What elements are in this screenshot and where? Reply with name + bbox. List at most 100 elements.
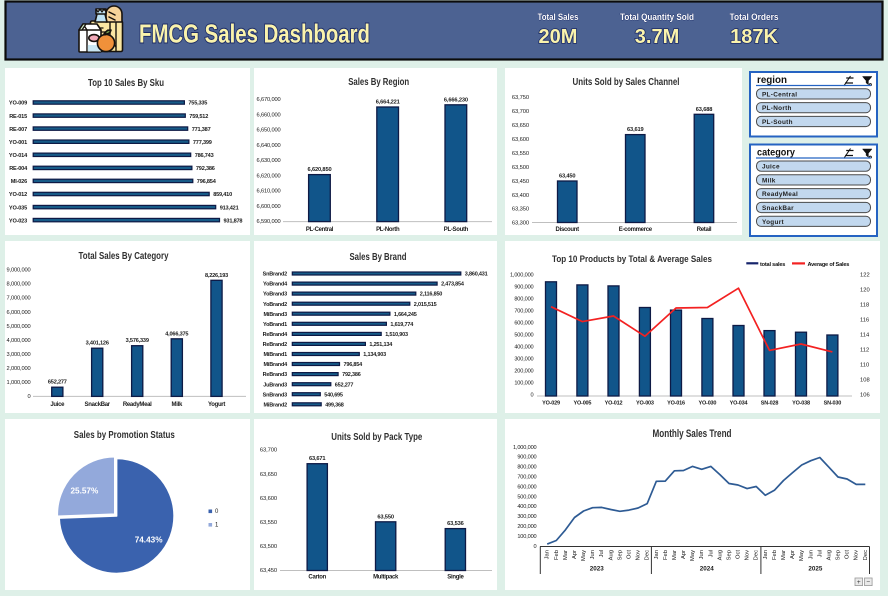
svg-text:0: 0 [534,544,537,550]
svg-text:Sep: Sep [617,550,623,560]
svg-text:74.43%: 74.43% [135,536,163,545]
svg-text:Total Orders: Total Orders [730,12,779,23]
svg-text:6,640,000: 6,640,000 [257,143,281,149]
svg-text:63,536: 63,536 [447,521,464,527]
svg-text:ReBrand4: ReBrand4 [263,332,289,338]
svg-text:63,671: 63,671 [309,456,326,462]
svg-text:PL-South: PL-South [762,119,793,126]
svg-text:777,399: 777,399 [193,140,212,146]
svg-text:800,000: 800,000 [514,296,533,302]
svg-text:300,000: 300,000 [514,356,533,362]
svg-text:ReBrand3: ReBrand3 [263,372,288,378]
svg-text:Jun: Jun [808,550,814,559]
svg-text:796,854: 796,854 [344,362,364,368]
svg-text:YO-012: YO-012 [605,401,623,407]
svg-text:200,000: 200,000 [517,524,536,530]
svg-text:1,000,000: 1,000,000 [513,445,537,451]
svg-text:Yogurt: Yogurt [208,402,225,408]
svg-text:Dec: Dec [754,550,760,560]
svg-text:6,600,000: 6,600,000 [257,204,281,210]
svg-text:112: 112 [860,347,869,353]
svg-text:500,000: 500,000 [514,332,533,338]
svg-text:May: May [799,550,805,561]
svg-text:3,000,000: 3,000,000 [7,352,31,358]
svg-text:Apr: Apr [790,550,796,559]
svg-text:PL-North: PL-North [376,227,400,233]
svg-text:Milk: Milk [172,402,183,408]
svg-text:Nov: Nov [854,550,860,560]
svg-text:Carton: Carton [308,575,326,581]
svg-text:700,000: 700,000 [514,308,533,314]
svg-text:YO-001: YO-001 [9,140,27,146]
svg-text:Mar: Mar [672,550,678,560]
svg-text:YO-035: YO-035 [9,205,27,211]
svg-text:63,750: 63,750 [512,95,529,101]
svg-text:187K: 187K [730,26,778,48]
svg-text:ReadyMeal: ReadyMeal [123,402,152,408]
svg-text:3.7M: 3.7M [635,26,679,48]
svg-text:total sales: total sales [760,262,785,268]
svg-text:Total Quantity Sold: Total Quantity Sold [620,12,694,23]
svg-text:Aug: Aug [717,550,723,560]
svg-text:2023: 2023 [590,566,605,573]
svg-text:2,473,854: 2,473,854 [441,282,465,288]
svg-text:ReBrand2: ReBrand2 [263,342,288,348]
svg-text:20M: 20M [539,26,578,48]
svg-text:63,650: 63,650 [512,123,529,129]
svg-text:6,620,850: 6,620,850 [308,167,332,173]
svg-text:−: − [866,579,870,586]
svg-text:792,386: 792,386 [342,372,361,378]
svg-text:755,335: 755,335 [188,101,207,107]
svg-text:PL-North: PL-North [762,105,792,112]
svg-text:759,512: 759,512 [189,114,208,120]
svg-text:63,300: 63,300 [512,221,529,227]
svg-text:Average of Sales: Average of Sales [808,262,850,268]
svg-text:6,630,000: 6,630,000 [257,158,281,164]
svg-text:YoBrand1: YoBrand1 [263,322,287,328]
svg-text:Sales By Brand: Sales By Brand [350,251,407,263]
svg-text:859,410: 859,410 [213,192,232,198]
svg-text:Feb: Feb [772,550,778,560]
svg-text:Monthly Sales Trend: Monthly Sales Trend [653,428,732,440]
svg-text:Feb: Feb [663,550,669,560]
svg-text:May: May [690,550,696,561]
svg-text:SnBrand2: SnBrand2 [263,272,288,278]
svg-text:63,400: 63,400 [512,193,529,199]
svg-text:PL-Central: PL-Central [762,91,797,98]
svg-text:YO-005: YO-005 [574,401,592,407]
svg-text:Discount: Discount [556,227,580,233]
svg-text:Multipack: Multipack [373,575,399,581]
svg-text:Units Sold by Pack Type: Units Sold by Pack Type [331,431,422,443]
svg-text:Nov: Nov [745,550,751,560]
svg-text:YO-034: YO-034 [730,401,749,407]
svg-text:6,650,000: 6,650,000 [257,128,281,134]
svg-text:106: 106 [860,393,870,399]
svg-text:122: 122 [860,272,870,278]
svg-text:YO-038: YO-038 [792,401,810,407]
svg-text:63,450: 63,450 [260,568,277,574]
svg-text:63,450: 63,450 [559,174,576,180]
svg-text:63,550: 63,550 [377,514,394,520]
svg-text:YO-016: YO-016 [667,401,685,407]
svg-text:63,619: 63,619 [627,127,644,133]
svg-text:6,620,000: 6,620,000 [257,173,281,179]
svg-text:3,860,431: 3,860,431 [465,272,488,278]
svg-text:4,066,375: 4,066,375 [165,331,188,337]
svg-text:YO-014: YO-014 [9,153,28,159]
svg-text:E-commerce: E-commerce [619,227,653,233]
svg-text:Juice: Juice [762,164,780,171]
svg-text:0: 0 [531,392,534,398]
svg-text:400,000: 400,000 [517,504,536,510]
svg-text:Sales by Promotion Status: Sales by Promotion Status [74,429,175,441]
svg-text:1: 1 [215,523,219,529]
svg-text:RE-007: RE-007 [9,127,27,133]
svg-text:SN-028: SN-028 [761,401,779,407]
svg-text:RE-004: RE-004 [9,166,28,172]
svg-text:400,000: 400,000 [514,344,533,350]
svg-text:RE-015: RE-015 [9,114,27,120]
svg-text:900,000: 900,000 [514,284,533,290]
svg-text:Total Sales: Total Sales [538,12,579,23]
svg-text:Units Sold by Sales Channel: Units Sold by Sales Channel [573,76,680,88]
svg-text:YoBrand3: YoBrand3 [263,292,287,298]
svg-text:5,000,000: 5,000,000 [7,324,31,330]
